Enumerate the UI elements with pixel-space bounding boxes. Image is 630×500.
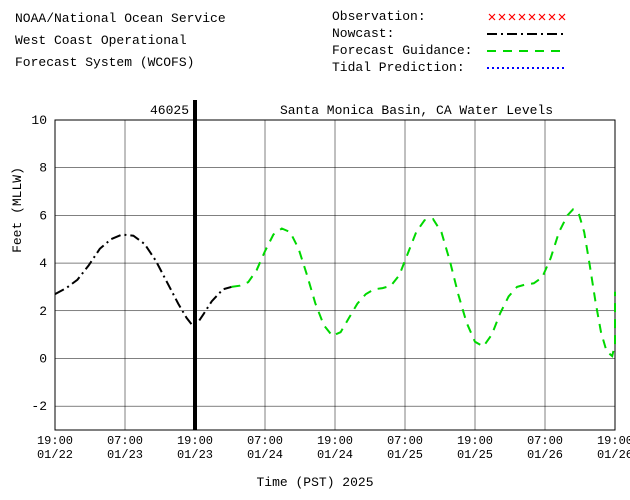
svg-text:-2: -2 xyxy=(31,399,47,414)
svg-text:10: 10 xyxy=(31,113,47,128)
svg-text:01/26: 01/26 xyxy=(597,448,630,462)
svg-text:01/24: 01/24 xyxy=(247,448,283,462)
svg-text:8: 8 xyxy=(39,161,47,176)
x-axis-label: Time (PST) 2025 xyxy=(0,475,630,490)
y-axis-label: Feet (MLLW) xyxy=(10,140,25,280)
svg-text:07:00: 07:00 xyxy=(527,434,563,448)
svg-text:19:00: 19:00 xyxy=(177,434,213,448)
svg-text:01/23: 01/23 xyxy=(107,448,143,462)
svg-text:19:00: 19:00 xyxy=(457,434,493,448)
svg-text:19:00: 19:00 xyxy=(597,434,630,448)
svg-text:6: 6 xyxy=(39,208,47,223)
svg-text:19:00: 19:00 xyxy=(37,434,73,448)
svg-text:2: 2 xyxy=(39,304,47,319)
svg-text:19:00: 19:00 xyxy=(317,434,353,448)
svg-text:01/25: 01/25 xyxy=(387,448,423,462)
chart-plot: -2024681019:0001/2207:0001/2319:0001/230… xyxy=(0,0,630,500)
svg-text:01/23: 01/23 xyxy=(177,448,213,462)
svg-text:4: 4 xyxy=(39,256,47,271)
svg-text:07:00: 07:00 xyxy=(247,434,283,448)
svg-text:01/25: 01/25 xyxy=(457,448,493,462)
svg-text:01/26: 01/26 xyxy=(527,448,563,462)
svg-text:01/24: 01/24 xyxy=(317,448,353,462)
svg-text:07:00: 07:00 xyxy=(387,434,423,448)
svg-text:07:00: 07:00 xyxy=(107,434,143,448)
svg-text:0: 0 xyxy=(39,351,47,366)
svg-text:01/22: 01/22 xyxy=(37,448,73,462)
